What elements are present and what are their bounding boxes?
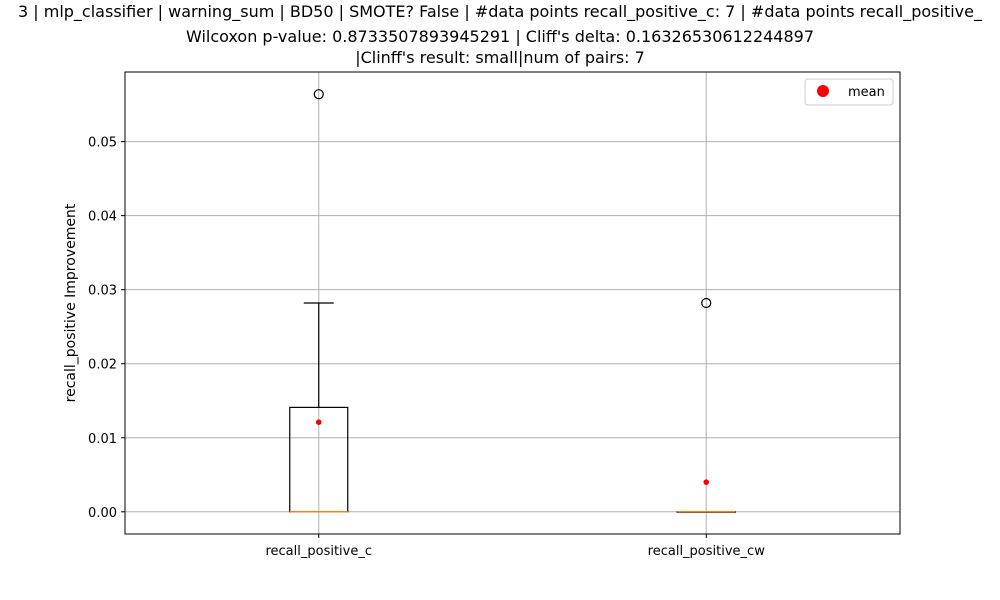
chart-title-line-1: 3 | mlp_classifier | warning_sum | BD50 …: [18, 2, 982, 21]
y-tick-label: 0.04: [88, 210, 117, 225]
y-axis-label: recall_positive Improvement: [63, 203, 79, 402]
box-recall_positive_c: [289, 89, 349, 513]
legend-mean-marker: [817, 85, 829, 97]
mean-point: [703, 479, 710, 485]
outlier-point: [701, 297, 712, 309]
x-tick-label: recall_positive_c: [265, 544, 372, 559]
chart-title-line-2: Wilcoxon p-value: 0.8733507893945291 | C…: [185, 27, 815, 46]
chart-title-line-3: |Clinff's result: small|num of pairs: 7: [355, 48, 645, 67]
y-tick-label: 0.05: [88, 136, 117, 151]
y-tick-label: 0.00: [88, 506, 117, 521]
axes: 0.00 0.01 0.02 0.03 0.04 0.05 recall_positive_…: [88, 71, 901, 559]
y-tick-label: 0.03: [88, 284, 117, 299]
outlier-point: [313, 89, 324, 100]
box-recall_positive_cw: [676, 297, 736, 513]
mean-point: [315, 419, 322, 426]
y-tick-label: 0.01: [88, 432, 117, 447]
x-tick-label: recall_positive_cw: [648, 544, 766, 559]
legend-mean-label: mean: [848, 85, 885, 100]
legend: mean: [804, 78, 894, 106]
plot-frame: [124, 71, 901, 535]
grid-lines: [125, 72, 900, 534]
box-plots: [289, 89, 736, 513]
y-tick-label: 0.02: [88, 358, 117, 373]
legend-frame: [804, 78, 894, 106]
